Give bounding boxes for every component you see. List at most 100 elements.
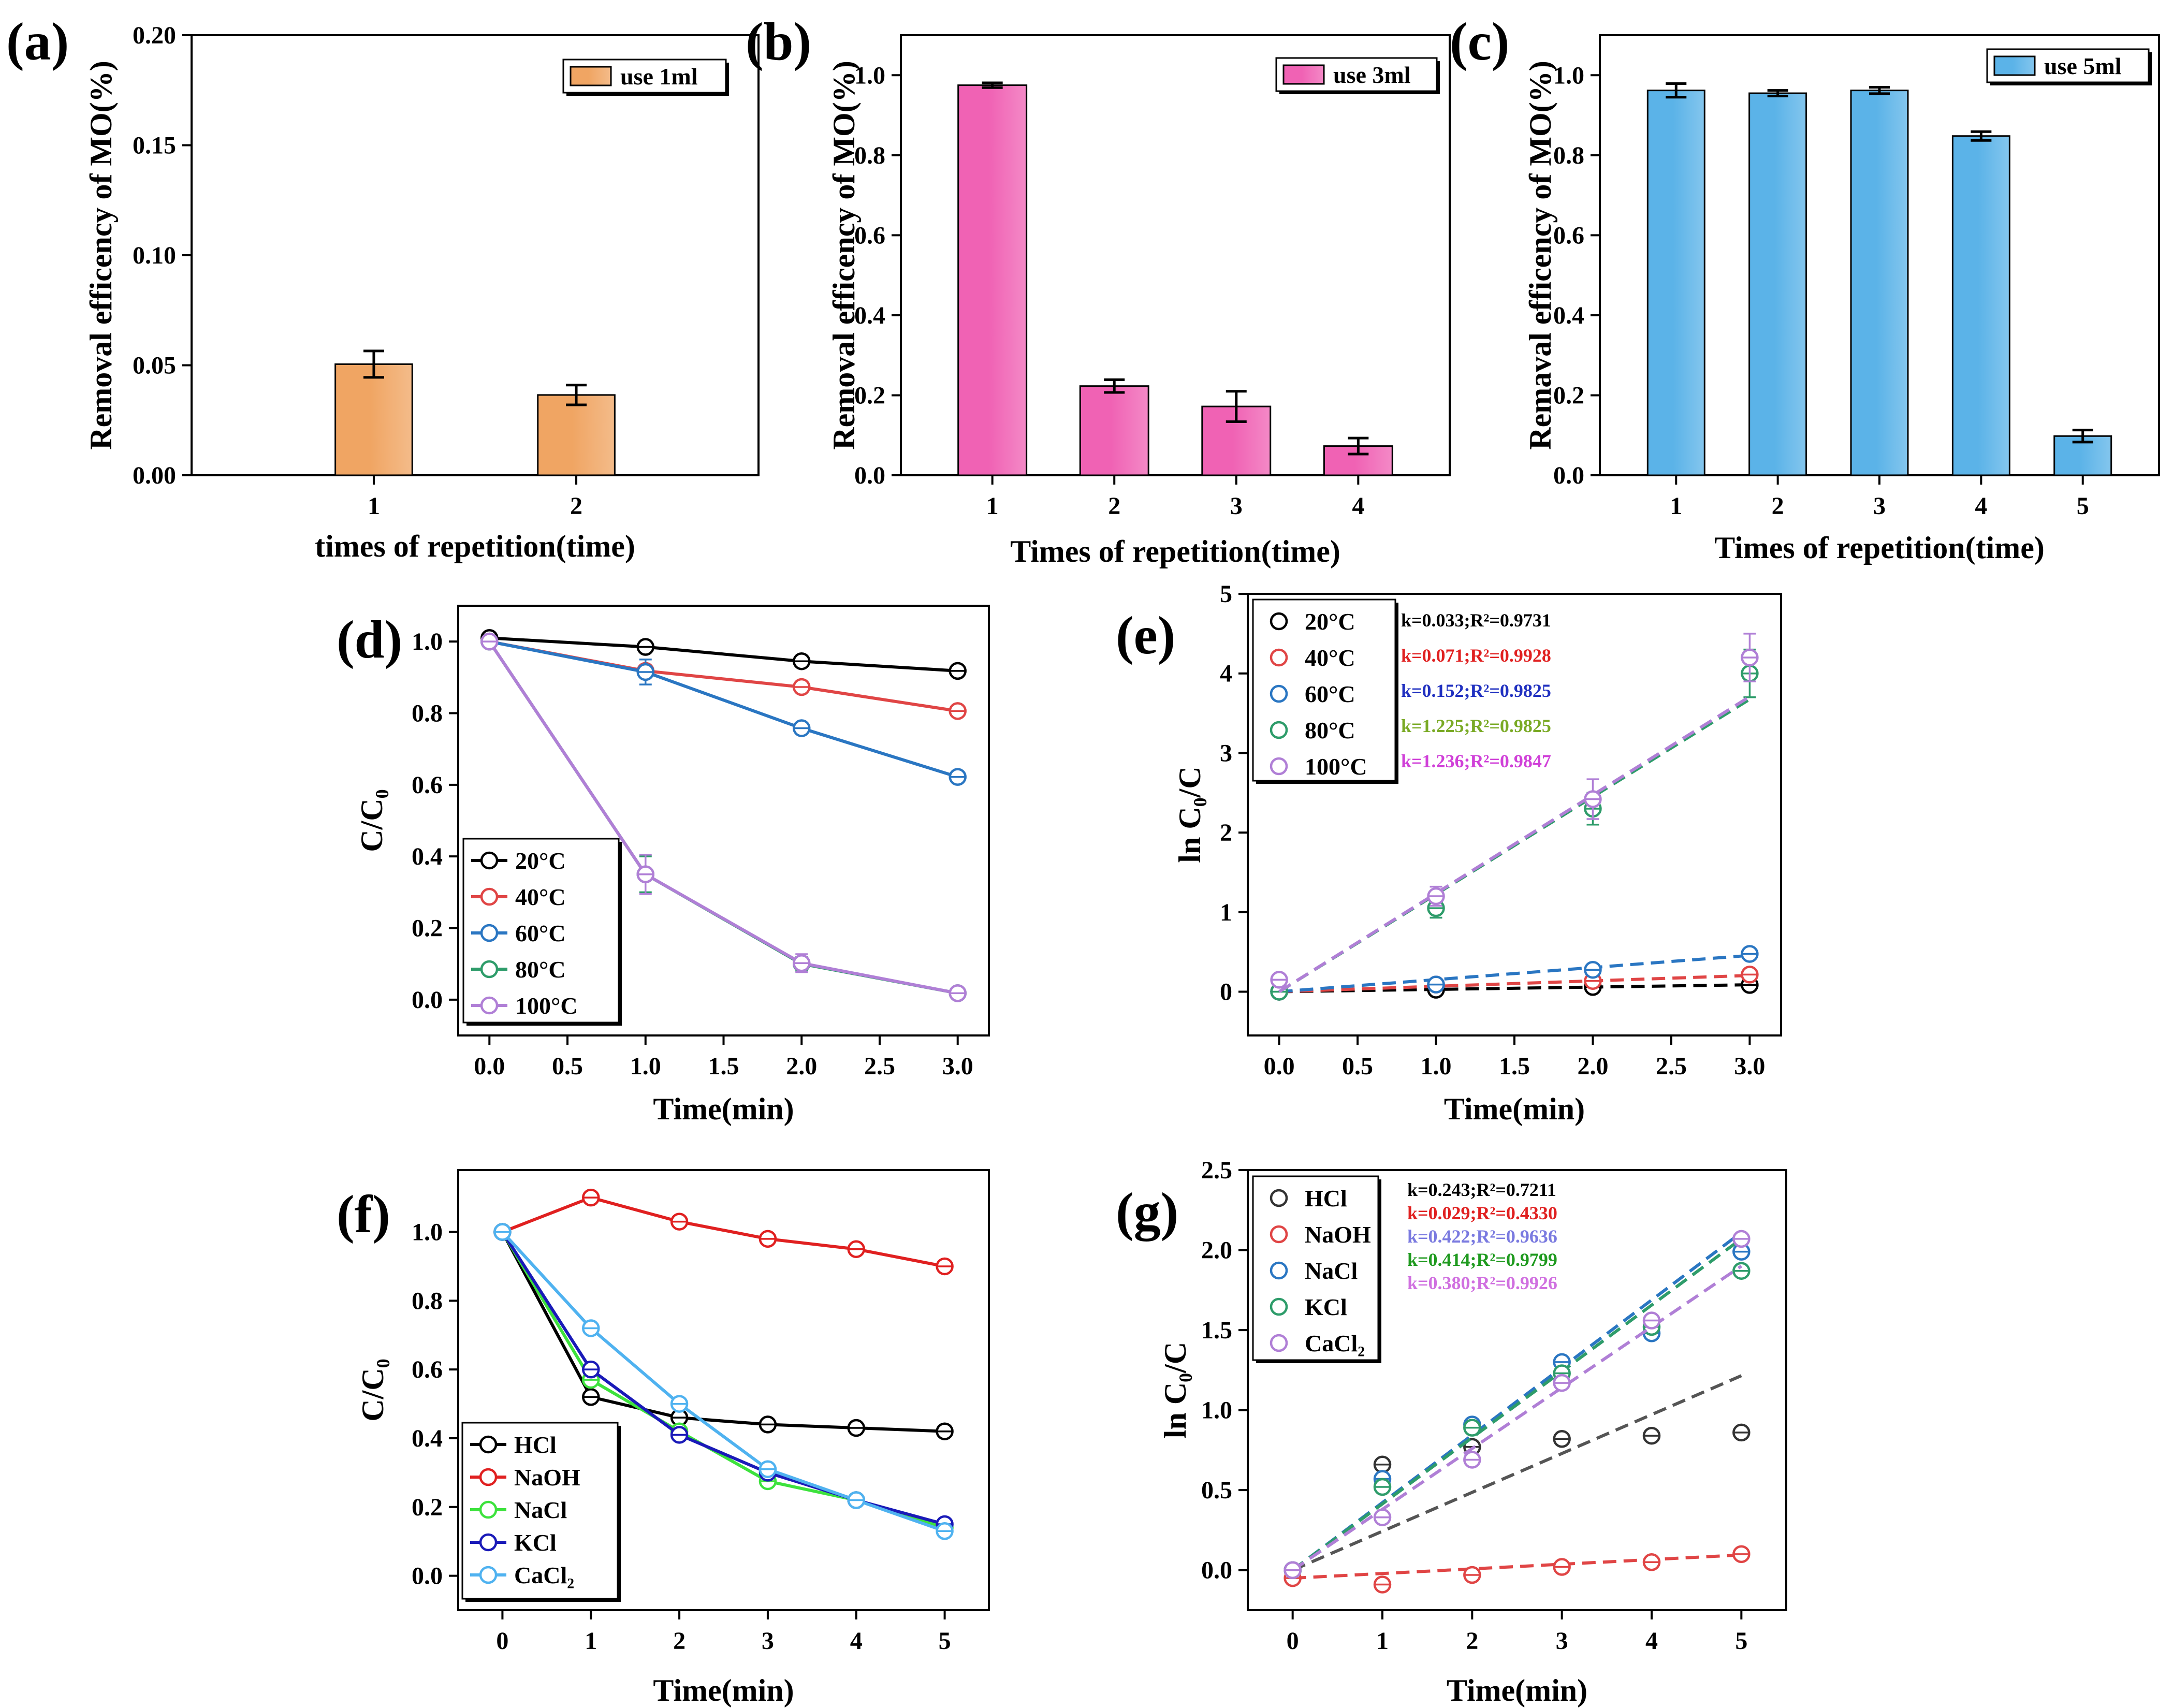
x-tick-label: 5 [939,1627,951,1655]
series-line [488,640,958,995]
series-line [502,1195,945,1268]
x-axis-label: Times of repetition(time) [1010,534,1340,568]
x-tick-label: 3 [1873,492,1886,520]
y-axis-label: C/C₀ [355,789,389,852]
x-axis-label: Times of repetition(time) [1714,531,2045,565]
y-tick-label: 0.4 [412,1425,443,1452]
y-tick-label: 0.0 [412,986,443,1014]
x-tick-label: 0 [1287,1627,1299,1655]
x-tick-label: 0.5 [1342,1053,1373,1080]
x-tick-label: 1.0 [630,1053,661,1080]
fit-annotation: k=0.029;R²=0.4330 [1407,1203,1557,1223]
y-tick-label: 0.2 [854,382,885,409]
legend-marker [1270,648,1288,667]
legend-label: 60°C [1305,681,1355,707]
x-tick-label: 3.0 [942,1053,973,1080]
legend-label: 60°C [515,920,566,946]
y-tick-label: 0.0 [412,1563,443,1590]
x-axis-label: Time(min) [653,1673,794,1707]
fit-line [1279,983,1750,994]
y-tick-label: 0 [1220,978,1232,1005]
fit-annotation: k=1.225;R²=0.9825 [1401,716,1551,736]
legend-label: 80°C [1305,717,1355,743]
y-axis-label: Remaval efficency of MO(%) [1523,61,1557,449]
fit-line [1279,974,1750,994]
panel-c: 0.0 0.2 0.4 0.6 0.8 1.0 1 2 3 4 5 use 5ml (c) Times o… [1450,12,2160,565]
bar [1646,90,1705,476]
y-tick-label: 0.15 [133,132,176,159]
y-tick-label: 0.8 [1553,142,1584,169]
legend-swatch [1282,64,1325,85]
series-line [501,1231,945,1533]
y-tick-label: 0.4 [854,302,885,329]
x-tick-label: 2.5 [864,1053,895,1080]
x-axis-label: times of repetition(time) [315,529,635,563]
y-tick-label: 0.2 [1553,382,1584,409]
x-tick-label: 1 [585,1627,597,1655]
y-tick-label: 2.5 [1201,1157,1232,1184]
legend-marker [479,1566,498,1584]
x-tick-label: 4 [1975,492,1987,520]
legend-marker [1270,1334,1288,1352]
panel-label: (e) [1116,606,1175,665]
fit-annotation: k=0.422;R²=0.9636 [1407,1226,1557,1247]
legend-marker [1270,612,1288,631]
y-tick-label: 0.0 [854,462,885,489]
legend-label: 40°C [1305,645,1355,671]
fit-annotation: k=0.243;R²=0.7211 [1407,1179,1556,1200]
y-axis-label: ln C₀/C [1158,1342,1192,1438]
x-tick-label: 1 [986,492,999,520]
x-tick-label: 3.0 [1734,1053,1765,1080]
legend-marker [1270,1261,1288,1280]
panel-label: (c) [1450,12,1509,71]
fit-annotation: k=1.236;R²=0.9847 [1401,751,1551,771]
x-tick-label: 5 [1735,1627,1747,1655]
legend-label: 40°C [515,884,566,910]
legend-label: use 1ml [620,63,698,90]
panel-a: 0.00 0.05 0.10 0.15 0.20 1 2 use 1ml (a) times of… [6,12,760,563]
legend-swatch [570,66,612,86]
legend-label: NaOH [1305,1221,1371,1248]
y-axis-label: Removal efficency of MO(%) [84,61,118,449]
x-tick-label: 2 [570,492,582,520]
legend-marker [480,924,499,942]
legend-marker [1270,1189,1288,1207]
y-tick-label: 2 [1220,819,1232,846]
legend-marker [1270,721,1288,739]
y-tick-label: 0.8 [412,700,443,727]
bar [1748,92,1807,476]
panel-e: 0 1 2 3 4 5 0.0 0.5 1.0 1.5 2.0 2.5 3.0 20°C 40°C 60°C 8… [1116,580,1782,1126]
fit-annotation: k=0.071;R²=0.9928 [1401,645,1551,666]
x-axis-label: Time(min) [1444,1092,1585,1126]
legend-label: 20°C [515,848,566,874]
legend-label: CaCl₂ [514,1562,574,1588]
bar [1850,90,1909,476]
y-tick-label: 1.0 [412,628,443,655]
x-tick-label: 2 [1466,1627,1478,1655]
plot-frame [191,34,760,476]
x-tick-label: 1 [368,492,380,520]
legend-marker [480,960,499,979]
x-tick-label: 3 [1230,492,1243,520]
panel-g: 0.0 0.5 1.0 1.5 2.0 2.5 0 1 2 3 4 5 HCl NaOH NaCl KCl Ca… [1116,1157,1787,1707]
x-tick-label: 1.5 [708,1053,739,1080]
y-tick-label: 0.4 [1553,302,1584,329]
fit-annotation: k=0.380;R²=0.9926 [1407,1273,1557,1293]
plot-frame [900,34,1451,476]
y-tick-label: 0.20 [133,22,176,49]
bar [957,84,1028,476]
y-tick-label: 0.00 [133,462,176,489]
x-tick-label: 1 [1376,1627,1389,1655]
x-tick-label: 2.0 [1577,1053,1608,1080]
bar [1079,385,1149,476]
y-tick-label: 0.2 [412,1494,443,1521]
y-tick-label: 3 [1220,739,1232,767]
y-tick-label: 0.8 [412,1287,443,1315]
fit-annotation: k=0.033;R²=0.9731 [1401,610,1551,631]
x-tick-label: 2.0 [786,1053,817,1080]
x-tick-label: 3 [762,1627,774,1655]
bar [334,363,413,476]
legend-marker [1270,1297,1288,1316]
y-tick-label: 0.6 [1553,222,1584,249]
